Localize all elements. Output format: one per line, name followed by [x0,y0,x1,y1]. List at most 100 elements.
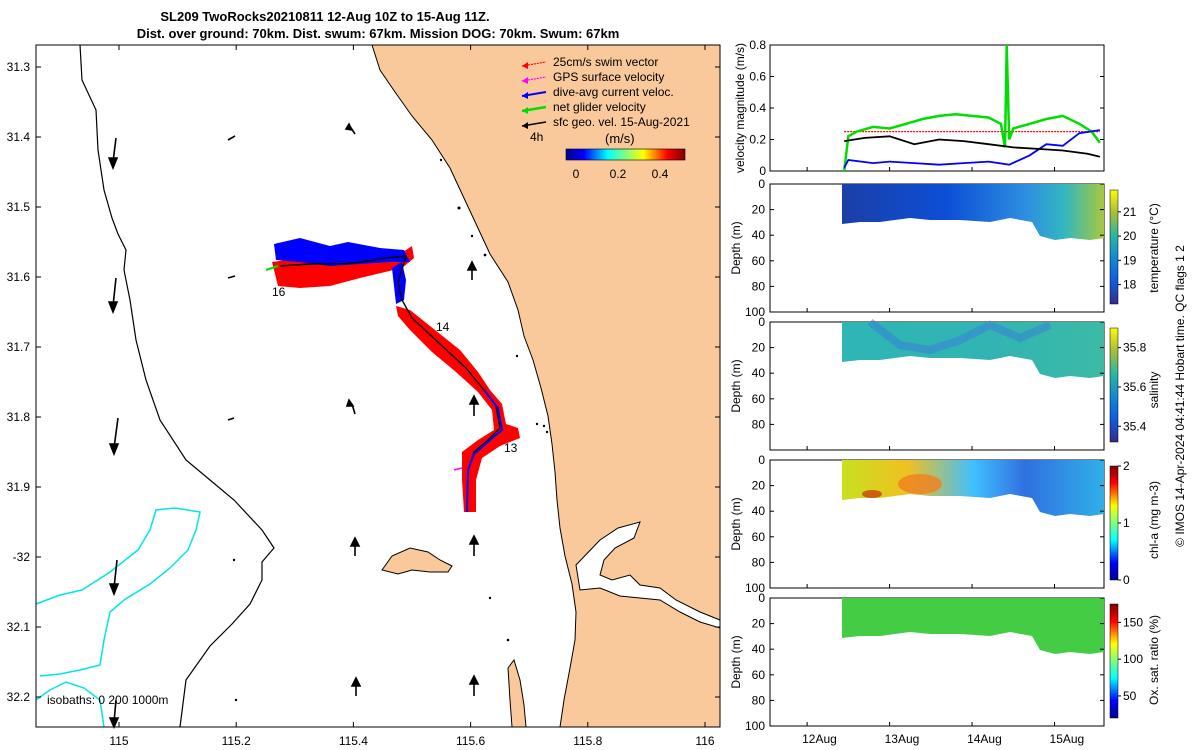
map-y-tick-label: 31.8 [7,410,31,424]
velocity-y-tick-label: 0.2 [749,133,766,147]
depth-y-tick-label: 0 [758,591,765,605]
depth-y-tick-label: 0 [758,177,765,191]
depth-y-tick-label: 0 [758,315,765,329]
depth-y-tick-label: 20 [752,617,766,631]
oxygen-field [842,598,1104,654]
velocity-axes: 0 0.2 0.4 0.6 0.8 [749,38,1104,178]
depth-y-tick-label: 40 [752,642,766,656]
depth-y-tick-label: 20 [752,479,766,493]
map-y-tick-label: 31.5 [7,200,31,214]
salinity-feature [867,318,1052,355]
legend-item-current: dive-avg current veloc. [521,85,674,99]
glider-track [265,238,520,513]
map-colorbar-label: (m/s) [605,131,635,146]
time-tick-label: 13Aug [885,732,920,746]
chl-panel: chl-a (mg m-3) [769,459,1161,589]
map-legend: 25cm/s swim vector GPS surface velocity … [521,55,690,181]
depth-ylabel: Depth (m) [729,497,743,550]
velocity-series [842,44,1101,172]
colorbar-tick-label: 18 [1123,278,1137,292]
colorbar-tick-label: 35.8 [1123,341,1147,355]
map-x-tick-label: 115 [109,734,128,748]
map-y-tick-label: 31.6 [7,270,31,284]
oxygen-panel: Ox. sat. ratio (%) [769,597,1161,727]
title-line1: SL209 TwoRocks20210811 12-Aug 10Z to 15-… [160,9,489,24]
oxygen-label: Ox. sat. ratio (%) [1147,615,1161,705]
legend-tag: 4h [530,130,543,144]
velocity-y-tick-label: 0.8 [749,38,766,52]
map-y-tick-label: -32 [13,550,31,564]
gps-velocity [453,467,463,471]
map-y-tick-label: 31.4 [7,130,31,144]
velocity-series-line [842,44,1101,172]
track-label-14: 14 [436,320,450,334]
island [381,547,453,575]
depth-y-tick-label: 20 [752,341,766,355]
swim-vectors-north [272,246,414,288]
map-frame [35,44,721,728]
chl-colorbar [1109,465,1119,581]
depth-y-tick-label: 100 [745,581,765,595]
chl-hotspot [862,490,882,498]
isobath-200 [35,507,201,728]
depth-y-tick-label: 40 [752,504,766,518]
legend-item-gps: GPS surface velocity [521,70,664,84]
islets [232,158,549,702]
colorbar-tick-label: 100 [1123,652,1143,666]
depth-y-tick-label: 60 [752,668,766,682]
estuary [575,521,721,629]
colorbar-tick-label: 150 [1123,615,1143,629]
velocity-series-line [844,135,1101,158]
track-label-13: 13 [504,441,518,455]
temperature-colorbar [1109,189,1119,305]
map-x-tick-label: 115.6 [456,734,485,748]
depth-ylabel: Depth (m) [729,221,743,274]
map-colorbar [565,148,686,161]
depth-ylabel: Depth (m) [729,635,743,688]
colorbar-tick-label: 1 [1123,516,1130,530]
map-x-tick-label: 115.8 [573,734,602,748]
legend-item-net: net glider velocity [521,100,646,114]
salinity-label: salinity [1147,372,1161,409]
depth-y-tick-label: 20 [752,203,766,217]
temperature-panel: temperature (°C) [769,183,1161,313]
legend-item-geo: sfc geo. vel. 15-Aug-2021 [521,115,690,129]
map-panel: 16 14 13 25cm/s swim vector GPS surface … [7,44,721,748]
map-y-tick-label: 31.3 [7,60,31,74]
map-y-tick-label: 32.2 [7,690,31,704]
depth-y-tick-label: 80 [752,279,766,293]
oxygen-colorbar [1109,603,1119,719]
chl-label: chl-a (mg m-3) [1147,481,1161,559]
legend-item-swim: 25cm/s swim vector [521,55,658,69]
colorbar-tick-label: 20 [1123,229,1137,243]
track-label-16: 16 [272,285,286,299]
depth-panels: temperature (°C) salinity chl-a (mg m-3)… [729,177,1161,746]
depth-y-tick-label: 80 [752,555,766,569]
colorbar-tick-label: 35.4 [1123,419,1147,433]
map-x-tick-label: 116 [695,734,714,748]
colorbar-tick-label: 2 [1123,459,1130,473]
velocity-panel: 0 0.2 0.4 0.6 0.8 velocity magnitude (m/s) [733,38,1105,178]
salinity-colorbar [1109,327,1119,443]
map-y-tick-label: 31.7 [7,340,31,354]
temperature-field [842,184,1104,240]
track-line [279,255,501,512]
velocity-series-line [843,129,1101,169]
geo-arrows [107,122,480,729]
track-line-blue [466,389,504,513]
island-south [507,658,527,728]
colorbar-tick-label: 0 [1123,573,1130,587]
salinity-field [842,322,1104,378]
temperature-label: temperature (°C) [1147,203,1161,293]
depth-y-tick-label: 40 [752,366,766,380]
depth-y-tick-label: 100 [745,719,765,733]
salinity-panel: salinity [769,318,1161,451]
velocity-frame [769,44,1105,172]
legend-label-net: net glider velocity [553,100,646,114]
isobath-0 [79,44,275,728]
depth-ylabel: Depth (m) [729,359,743,412]
velocity-y-tick-label: 0.6 [749,70,766,84]
colorbar-tick-label: 19 [1123,253,1137,267]
time-tick-label: 15Aug [1050,732,1085,746]
